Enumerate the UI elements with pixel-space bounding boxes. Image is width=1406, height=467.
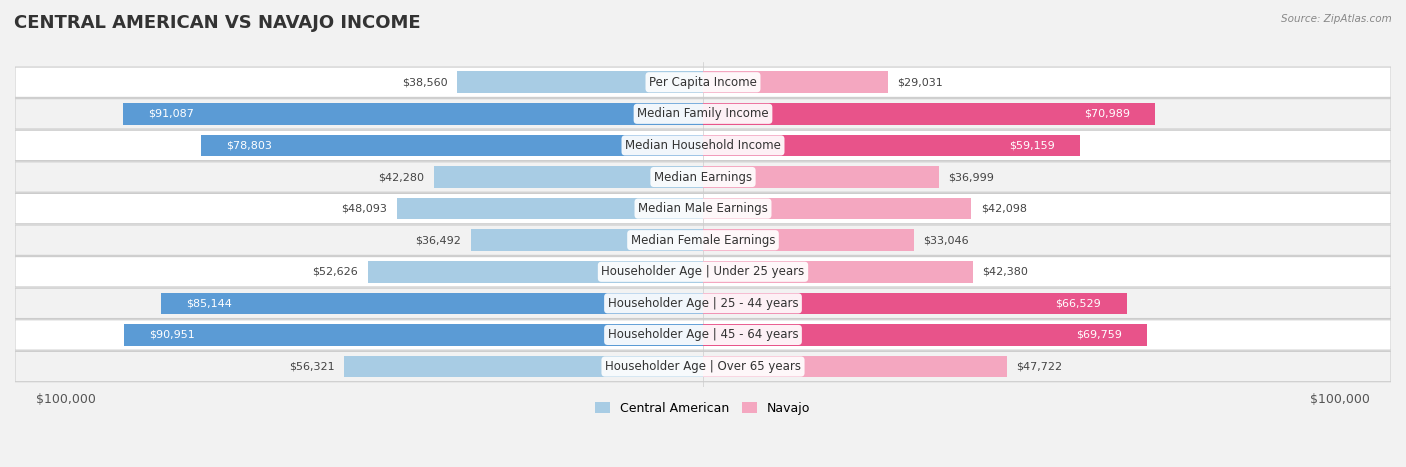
FancyBboxPatch shape: [15, 288, 1391, 318]
Text: Median Male Earnings: Median Male Earnings: [638, 202, 768, 215]
Text: $91,087: $91,087: [148, 109, 194, 119]
Text: $42,380: $42,380: [983, 267, 1028, 277]
Bar: [471, 229, 703, 251]
Bar: [703, 261, 973, 283]
Text: $47,722: $47,722: [1017, 361, 1063, 372]
Bar: [457, 71, 703, 93]
Bar: [703, 198, 972, 219]
FancyBboxPatch shape: [15, 193, 1391, 224]
Bar: [124, 324, 703, 346]
Text: Householder Age | 25 - 44 years: Householder Age | 25 - 44 years: [607, 297, 799, 310]
Bar: [703, 103, 1156, 125]
Text: $52,626: $52,626: [312, 267, 359, 277]
Bar: [368, 261, 703, 283]
Text: $33,046: $33,046: [924, 235, 969, 245]
Text: Median Female Earnings: Median Female Earnings: [631, 234, 775, 247]
Text: $48,093: $48,093: [342, 204, 387, 213]
Text: $66,529: $66,529: [1056, 298, 1101, 308]
Text: $29,031: $29,031: [897, 77, 943, 87]
Text: $42,098: $42,098: [981, 204, 1026, 213]
FancyBboxPatch shape: [15, 225, 1391, 255]
Bar: [703, 356, 1007, 377]
Bar: [433, 166, 703, 188]
Text: Householder Age | Under 25 years: Householder Age | Under 25 years: [602, 265, 804, 278]
Bar: [160, 293, 703, 314]
Bar: [703, 229, 914, 251]
Text: $85,144: $85,144: [186, 298, 232, 308]
Bar: [344, 356, 703, 377]
Text: $69,759: $69,759: [1076, 330, 1122, 340]
FancyBboxPatch shape: [15, 99, 1391, 129]
Text: Median Earnings: Median Earnings: [654, 170, 752, 184]
FancyBboxPatch shape: [15, 320, 1391, 350]
Bar: [703, 324, 1147, 346]
FancyBboxPatch shape: [15, 67, 1391, 98]
Text: $56,321: $56,321: [290, 361, 335, 372]
Bar: [201, 134, 703, 156]
FancyBboxPatch shape: [15, 162, 1391, 192]
FancyBboxPatch shape: [15, 256, 1391, 287]
Text: $90,951: $90,951: [149, 330, 195, 340]
Text: Per Capita Income: Per Capita Income: [650, 76, 756, 89]
Bar: [703, 293, 1126, 314]
Text: $70,989: $70,989: [1084, 109, 1130, 119]
Bar: [703, 166, 939, 188]
Text: $36,999: $36,999: [948, 172, 994, 182]
Bar: [703, 71, 889, 93]
Text: Householder Age | 45 - 64 years: Householder Age | 45 - 64 years: [607, 328, 799, 341]
Bar: [122, 103, 703, 125]
FancyBboxPatch shape: [15, 351, 1391, 382]
Text: Source: ZipAtlas.com: Source: ZipAtlas.com: [1281, 14, 1392, 24]
Text: Median Household Income: Median Household Income: [626, 139, 780, 152]
Text: Median Family Income: Median Family Income: [637, 107, 769, 120]
Bar: [396, 198, 703, 219]
Text: $38,560: $38,560: [402, 77, 447, 87]
Text: $42,280: $42,280: [378, 172, 425, 182]
Legend: Central American, Navajo: Central American, Navajo: [591, 397, 815, 420]
Text: $36,492: $36,492: [415, 235, 461, 245]
Text: $59,159: $59,159: [1008, 141, 1054, 150]
Text: Householder Age | Over 65 years: Householder Age | Over 65 years: [605, 360, 801, 373]
Text: CENTRAL AMERICAN VS NAVAJO INCOME: CENTRAL AMERICAN VS NAVAJO INCOME: [14, 14, 420, 32]
Bar: [703, 134, 1080, 156]
FancyBboxPatch shape: [15, 130, 1391, 161]
Text: $78,803: $78,803: [226, 141, 273, 150]
